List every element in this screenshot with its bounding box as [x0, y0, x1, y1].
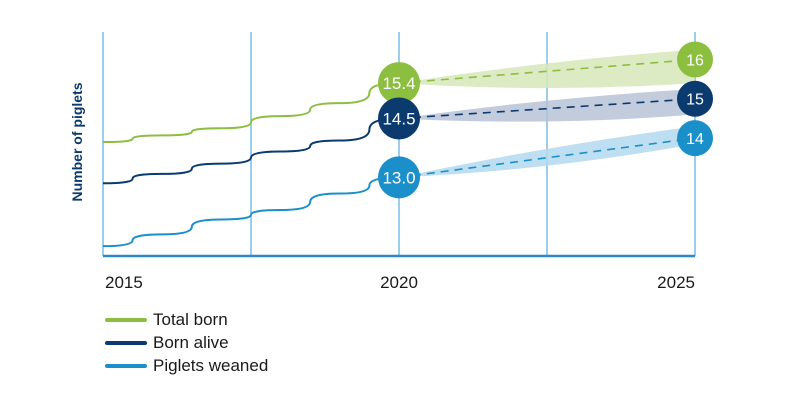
series-line-projected: [398, 98, 696, 120]
start-value-label: 14.5: [382, 110, 415, 129]
projection-band: [399, 126, 695, 178]
start-value-label: 13.0: [382, 169, 415, 188]
x-tick-label: 2020: [380, 273, 418, 292]
legend-swatch: [105, 364, 147, 368]
legend-item: Total born: [105, 309, 268, 331]
legend-label: Born alive: [153, 333, 229, 352]
end-value-label: 15: [686, 92, 704, 109]
end-value-label: 14: [686, 131, 704, 148]
series-line-actual: [102, 176, 400, 248]
series-line-actual: [102, 117, 400, 185]
legend-label: Total born: [153, 310, 228, 329]
end-value-circle: [677, 41, 713, 78]
series-line-actual: [102, 82, 400, 144]
start-value-label: 15.4: [382, 74, 415, 93]
legend-swatch: [105, 318, 147, 322]
value-bubbles: 15.4 16 14.5 15 13.0 14: [378, 41, 713, 199]
end-value-circle: [677, 120, 713, 157]
start-value-circle: [378, 97, 420, 140]
legend: Total born Born alive Piglets weaned: [105, 309, 268, 378]
start-value-circle: [378, 62, 420, 105]
axes: [102, 32, 695, 258]
x-tick-label: 2015: [105, 273, 143, 292]
projection-bands: [399, 49, 695, 178]
x-tick-label: 2025: [657, 273, 695, 292]
legend-item: Piglets weaned: [105, 355, 268, 377]
series-line-projected: [398, 58, 696, 84]
start-value-circle: [378, 156, 420, 199]
series-line-projected: [398, 137, 696, 179]
legend-item: Born alive: [105, 332, 268, 354]
projection-band: [399, 49, 695, 89]
end-value-circle: [677, 80, 713, 117]
end-value-label: 16: [686, 52, 704, 69]
x-tick-labels: 2015 2020 2025: [105, 273, 695, 292]
y-axis-label: Number of piglets: [69, 82, 85, 201]
legend-swatch: [105, 341, 147, 345]
series-lines: [102, 58, 696, 248]
legend-label: Piglets weaned: [153, 356, 269, 375]
